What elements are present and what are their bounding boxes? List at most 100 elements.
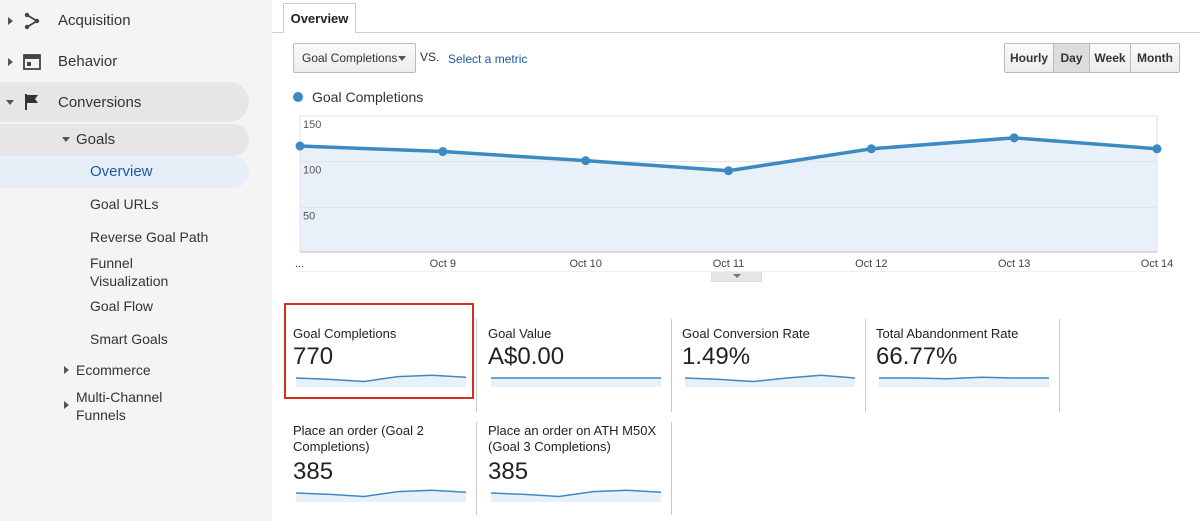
sparkline-area [296,490,466,502]
tab-divider [272,32,1200,33]
sparkline [295,489,467,502]
caret-down-icon [62,137,70,142]
metric-select[interactable]: Goal Completions [293,43,416,73]
caret-right-icon [8,17,13,25]
scorecard-divider [671,319,672,412]
goals-highlight [0,124,249,156]
x-tick-label: Oct 13 [998,258,1030,270]
data-point [295,141,305,151]
data-point [1009,133,1019,143]
sidebar-item-label: Goals [76,131,116,148]
sidebar-item-reverse-goal-path[interactable]: Reverse Goal Path [90,229,209,245]
hourly-button[interactable]: Hourly [1005,44,1054,72]
data-point [581,156,591,166]
sparkline-line [684,374,856,383]
y-tick-label: 50 [303,210,315,222]
sidebar-item-label: Behavior [58,53,118,70]
sparkline-line [295,374,467,383]
scorecard[interactable]: Goal Value A$0.00 [478,319,672,412]
x-tick-label: Oct 14 [1141,258,1173,270]
scorecard-value: 66.77% [876,343,958,370]
vs-label: VS. [420,50,440,64]
y-tick-label: 150 [303,119,321,131]
select-metric-link[interactable]: Select a metric [448,52,528,66]
granularity-toggle: Hourly Day Week Month [1004,43,1180,73]
sparkline [684,374,856,387]
scorecard-value: A$0.00 [488,343,565,370]
sidebar-item-goal-flow[interactable]: Goal Flow [90,298,154,314]
sparkline [295,374,467,387]
data-point [866,144,876,154]
acquisition-icon [24,12,40,30]
week-button[interactable]: Week [1090,44,1131,72]
scorecard[interactable]: Place an order (Goal 2 Completions) 385 [283,422,477,515]
sidebar: Acquisition Behavior Conversions Goals O… [0,0,272,521]
sidebar-item-overview[interactable]: Overview [90,163,153,180]
data-point [438,147,448,157]
tab-overview[interactable]: Overview [283,3,356,33]
caret-down-icon [6,100,14,105]
sparkline-area [491,490,661,502]
sparkline-line [490,489,662,498]
x-tick-label: ... [295,258,304,270]
sidebar-item-goal-urls[interactable]: Goal URLs [90,196,159,212]
sparkline-area [296,375,466,387]
highlight-box [284,303,474,399]
behavior-icon [23,54,41,70]
scorecard-divider [1059,319,1060,412]
caret-right-icon [64,366,69,374]
scorecard-label: Goal Conversion Rate [682,326,810,341]
scorecard-label: Place an order (Goal 2 Completions) [293,423,424,454]
flag-icon [25,94,38,110]
sidebar-item-label: Multi-Channel Funnels [76,389,163,423]
scorecard-label: Goal Completions [293,326,397,341]
scorecard[interactable]: Goal Conversion Rate 1.49% [672,319,866,412]
scorecard-value: 385 [293,458,334,485]
caret-right-icon [64,401,69,409]
scorecard-label: Total Abandonment Rate [876,326,1019,341]
sparkline-line [295,489,467,498]
data-point [1152,144,1162,154]
scorecard-divider [476,319,477,412]
sidebar-item-smart-goals[interactable]: Smart Goals [90,331,168,347]
scorecard-value: 1.49% [682,343,751,370]
sidebar-item-label: Acquisition [58,12,131,29]
scorecard[interactable]: Goal Completions 770 [283,319,477,412]
x-tick-label: Oct 9 [430,258,456,270]
scorecard-divider [476,422,477,515]
legend-marker [293,92,303,102]
x-tick-label: Oct 12 [855,258,887,270]
caret-down-icon [733,274,741,278]
chevron-down-icon [398,56,406,61]
sparkline [879,376,1049,387]
y-tick-label: 100 [303,165,321,177]
scorecard[interactable]: Total Abandonment Rate 66.77% [866,319,1060,412]
series-area [300,137,1157,252]
scorecard-value: 385 [488,458,529,485]
scorecard-label: Goal Value [488,326,552,341]
sparkline-line [879,376,1049,380]
x-tick-label: Oct 11 [713,258,745,270]
legend-label: Goal Completions [312,89,424,105]
sidebar-item-label: Ecommerce [76,362,151,378]
sidebar-item-label: Conversions [58,94,142,111]
scorecard-divider [671,422,672,515]
sidebar-item-funnel-visualization[interactable]: Funnel Visualization [90,255,169,289]
scorecard-divider [865,319,866,412]
sparkline [491,377,661,387]
x-tick-label: Oct 10 [569,258,601,270]
goal-completions-chart: 150 100 50... Oct 9 Oct 10 Oct 11 Oct 12 Oct 13… [295,115,1173,272]
conversions-highlight [0,82,249,122]
sparkline [490,489,662,502]
overview-highlight [0,156,249,188]
day-button[interactable]: Day [1054,44,1090,72]
metric-select-value: Goal Completions [302,51,398,65]
sparkline-area [685,375,855,387]
caret-right-icon [8,58,13,66]
month-button[interactable]: Month [1131,44,1179,72]
scorecard-value: 770 [293,343,334,370]
data-point [724,166,733,176]
scorecard[interactable]: Place an order on ATH M50X (Goal 3 Compl… [478,422,672,515]
sparkline-area [491,378,661,387]
chart-collapse-handle[interactable] [711,272,762,282]
